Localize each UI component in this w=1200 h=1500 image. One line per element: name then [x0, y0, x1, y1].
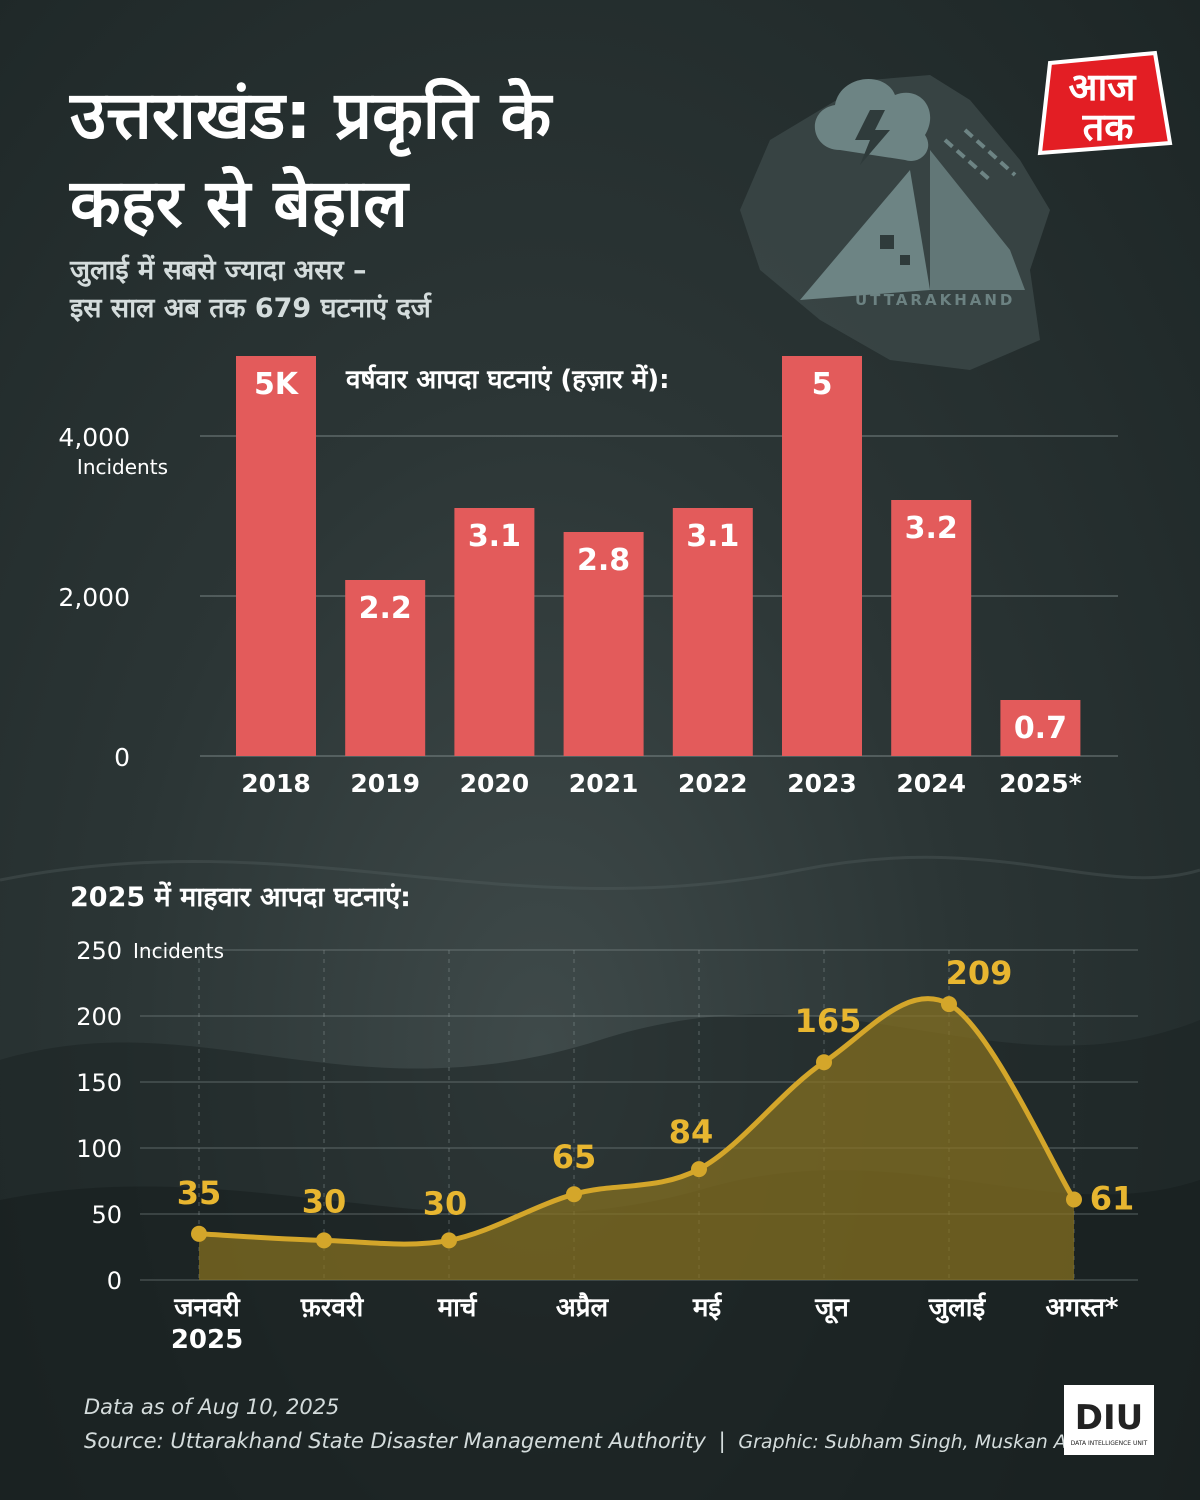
data-point	[441, 1232, 457, 1249]
y-tick-label: 100	[76, 1135, 122, 1163]
data-point	[941, 996, 957, 1013]
x-tick-label: 2019	[350, 769, 420, 798]
y-axis-label: Incidents	[77, 455, 168, 479]
bar-data-label: 5	[812, 367, 833, 402]
area-fill	[199, 998, 1074, 1280]
logo-line-1: आज	[1068, 65, 1137, 109]
aajtak-logo: आज तक	[1037, 50, 1173, 156]
point-data-label: 84	[669, 1113, 714, 1151]
point-data-label: 61	[1090, 1179, 1135, 1217]
y-tick-label: 0	[107, 1267, 122, 1295]
point-data-label: 209	[946, 954, 1013, 992]
bar-2021	[563, 532, 644, 756]
bar-chart-title: वर्षवार आपदा घटनाएं (हज़ार में):	[346, 365, 670, 395]
bar-2020	[454, 508, 535, 756]
point-data-label: 30	[302, 1182, 347, 1220]
point-data-label: 65	[552, 1138, 597, 1176]
landslide-icon	[800, 128, 1025, 300]
footer: Data as of Aug 10, 2025 Source: Uttarakh…	[84, 1390, 1106, 1459]
bar-data-label: 3.1	[468, 519, 521, 554]
x-tick-label: 2018	[241, 769, 311, 798]
subtitle-line-1: जुलाई में सबसे ज्यादा असर –	[70, 255, 367, 286]
x-tick-label: जुलाई	[928, 1292, 987, 1324]
x-tick-label: 2020	[460, 769, 530, 798]
y-tick-label: 150	[76, 1069, 122, 1097]
x-tick-label: मार्च	[437, 1292, 478, 1323]
monthly-incidents-area-chart: 0 50 100 150 200 250 Incidents 35 30 30 65 84 165 209…	[76, 937, 1138, 1355]
data-note: Data as of Aug 10, 2025	[84, 1395, 340, 1419]
y-tick-label: 2,000	[58, 583, 130, 612]
area-chart-title: 2025 में माहवार आपदा घटनाएं:	[70, 882, 411, 913]
bar-data-label: 2.8	[577, 543, 630, 578]
y-tick-label: 50	[91, 1201, 122, 1229]
bar-2018	[236, 356, 316, 756]
bar-data-label: 2.2	[359, 591, 412, 626]
x-tick-label: 2021	[569, 769, 639, 798]
source-line: Source: Uttarakhand State Disaster Manag…	[84, 1424, 1106, 1459]
x-tick-label: जनवरी	[173, 1292, 241, 1323]
title-line-1: उत्तराखंड: प्रकृति के	[70, 77, 552, 154]
data-point	[816, 1054, 832, 1071]
x-tick-label: अप्रैल	[556, 1292, 610, 1323]
data-point	[191, 1225, 207, 1242]
x-tick-label: अगस्त*	[1045, 1293, 1118, 1323]
diu-logo-text: DIU	[1075, 1398, 1143, 1438]
bar-2022	[672, 508, 753, 756]
subtitle-line-2: इस साल अब तक 679 घटनाएं दर्ज	[70, 293, 431, 324]
diu-logo-subtext: DATA INTELLIGENCE UNIT	[1071, 1440, 1148, 1447]
bar-2019	[345, 580, 426, 756]
data-point	[1066, 1191, 1082, 1208]
y-tick-label: 200	[76, 1003, 122, 1031]
y-tick-label: 4,000	[58, 423, 130, 452]
map-label: UTTARAKHAND	[855, 291, 1016, 309]
x-tick-label: मई	[692, 1292, 723, 1323]
bar-2023	[782, 356, 862, 756]
point-data-label: 35	[177, 1174, 222, 1212]
data-point	[566, 1186, 582, 1203]
point-data-label: 30	[423, 1184, 468, 1222]
x-tick-label: 2022	[678, 769, 748, 798]
y-axis-label: Incidents	[133, 939, 224, 963]
diu-logo: DIU DATA INTELLIGENCE UNIT	[1064, 1385, 1154, 1455]
y-tick-label: 0	[114, 743, 130, 772]
subtitle: जुलाई में सबसे ज्यादा असर – इस साल अब तक…	[70, 252, 431, 328]
graphic-credit: Graphic: Subham Singh, Muskan Arora	[738, 1431, 1106, 1453]
x-tick-label: जून	[814, 1293, 850, 1324]
bar-2025*	[1000, 700, 1081, 756]
footer-divider: |	[718, 1429, 726, 1453]
x-tick-label: फ़रवरी	[300, 1292, 365, 1323]
page-title: उत्तराखंड: प्रकृति के कहर से बेहाल	[70, 72, 551, 248]
x-tick-label: 2025	[171, 1325, 243, 1355]
bar-2024	[891, 500, 972, 756]
title-line-2: कहर से बेहाल	[70, 165, 408, 242]
x-tick-label: 2025*	[999, 769, 1082, 798]
x-tick-label: 2024	[896, 769, 966, 798]
storm-cloud-icon	[814, 78, 931, 165]
bar-data-label: 3.2	[905, 511, 958, 546]
data-point	[691, 1161, 707, 1178]
point-data-label: 165	[795, 1002, 862, 1040]
bar-data-label: 0.7	[1014, 711, 1067, 746]
source-text: Source: Uttarakhand State Disaster Manag…	[84, 1429, 706, 1453]
bar-data-label: 5K	[254, 367, 300, 402]
uttarakhand-map-icon	[740, 75, 1050, 370]
x-tick-label: 2023	[787, 769, 857, 798]
bar-data-label: 3.1	[686, 519, 739, 554]
data-point	[316, 1232, 332, 1249]
logo-line-2: तक	[1082, 105, 1136, 149]
y-tick-label: 250	[76, 937, 122, 965]
yearly-incidents-bar-chart: 0 2,000 4,000 Incidents 5K 2018 2.2 2019 3.1 2020…	[58, 356, 1118, 798]
